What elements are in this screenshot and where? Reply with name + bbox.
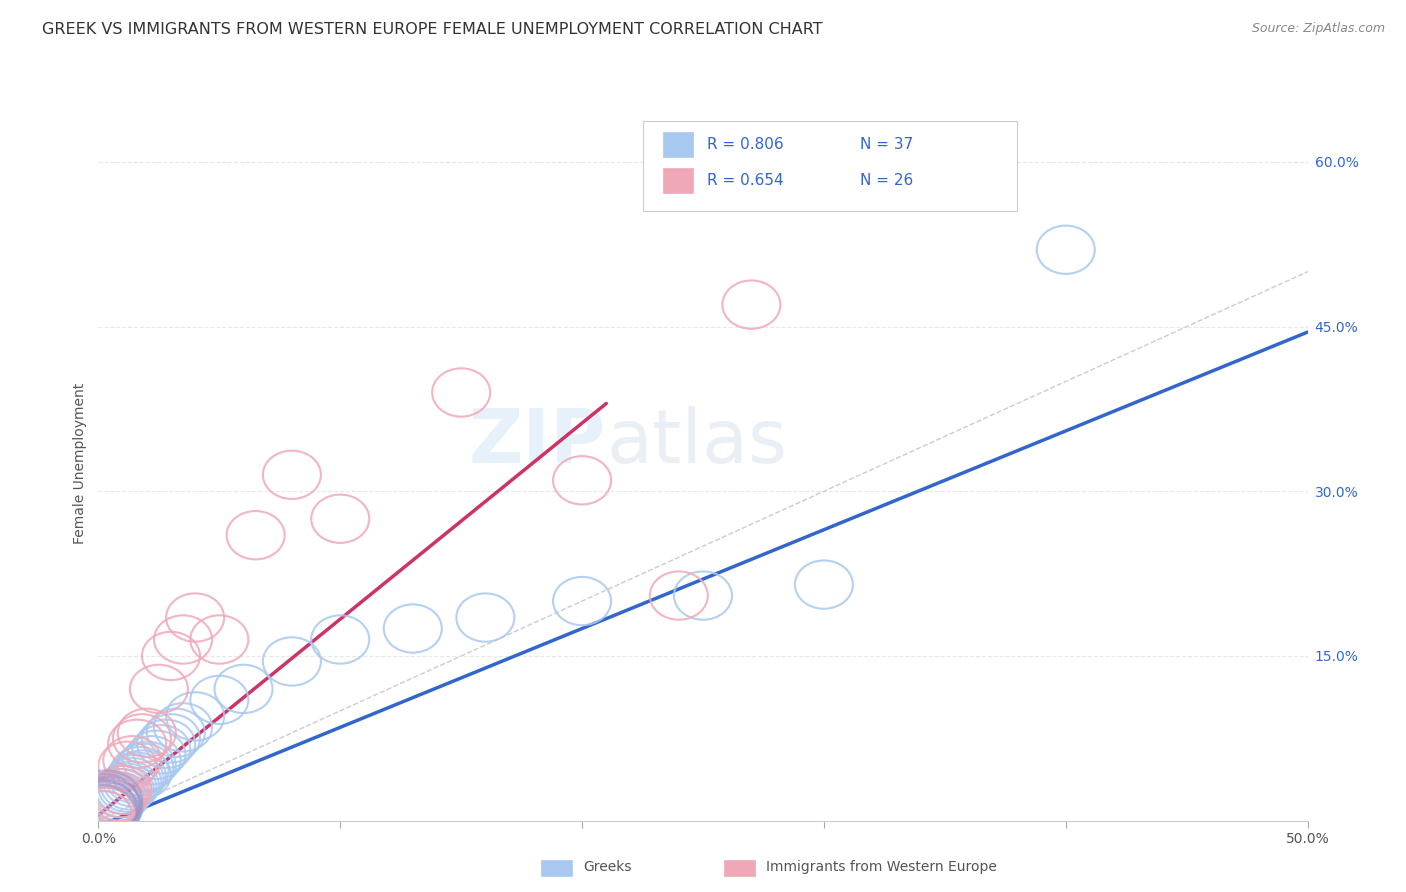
Y-axis label: Female Unemployment: Female Unemployment	[73, 384, 87, 544]
FancyBboxPatch shape	[643, 121, 1018, 211]
Text: Immigrants from Western Europe: Immigrants from Western Europe	[766, 860, 997, 874]
Text: R = 0.654: R = 0.654	[707, 173, 783, 188]
Text: N = 26: N = 26	[860, 173, 914, 188]
Text: Greeks: Greeks	[583, 860, 631, 874]
Text: ZIP: ZIP	[470, 406, 606, 479]
Text: R = 0.806: R = 0.806	[707, 137, 783, 153]
Text: N = 37: N = 37	[860, 137, 914, 153]
Text: Source: ZipAtlas.com: Source: ZipAtlas.com	[1251, 22, 1385, 36]
Text: atlas: atlas	[606, 406, 787, 479]
Bar	[664, 132, 693, 157]
Bar	[664, 168, 693, 193]
Text: GREEK VS IMMIGRANTS FROM WESTERN EUROPE FEMALE UNEMPLOYMENT CORRELATION CHART: GREEK VS IMMIGRANTS FROM WESTERN EUROPE …	[42, 22, 823, 37]
